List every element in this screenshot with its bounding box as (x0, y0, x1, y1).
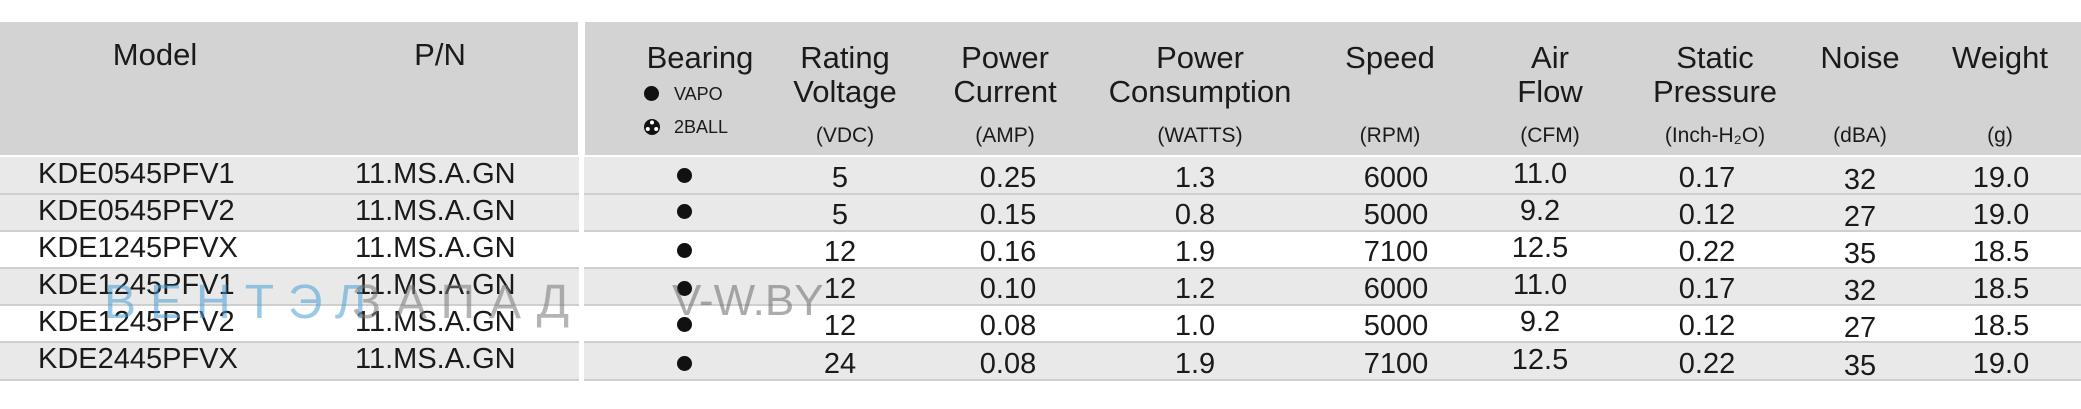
cell-noise: 27 (1843, 201, 1877, 233)
cell-pn: 11.MS.A.GN (355, 232, 516, 264)
cell-pn: 11.MS.A.GN (355, 269, 516, 301)
header-rating-voltage: Rating Voltage (VDC) (793, 40, 897, 148)
cell-airflow: 12.5 (1511, 232, 1569, 264)
row-divider (0, 230, 2081, 232)
row-divider (0, 193, 2081, 195)
cell-speed: 5000 (1363, 310, 1429, 342)
row-divider (0, 341, 2081, 343)
cell-voltage: 12 (823, 236, 857, 268)
cell-weight: 19.0 (1972, 199, 2030, 231)
cell-model: KDE2445PFVX (38, 343, 238, 375)
header-power-current: Power Current (AMP) (953, 40, 1057, 148)
watermark-url: V-W.BY (672, 276, 824, 325)
vapo-bearing-icon (677, 317, 692, 332)
cell-model: KDE0545PFV1 (38, 158, 235, 190)
cell-noise: 32 (1843, 164, 1877, 196)
cell-model: KDE0545PFV2 (38, 195, 235, 227)
cell-pn: 11.MS.A.GN (355, 158, 516, 190)
row-divider (0, 267, 2081, 269)
cell-voltage: 5 (831, 199, 849, 231)
cell-pn: 11.MS.A.GN (355, 343, 516, 375)
vapo-bearing-icon (677, 168, 692, 183)
cell-airflow: 11.0 (1512, 269, 1568, 301)
cell-pressure: 0.22 (1678, 236, 1736, 268)
header-left-panel (0, 22, 578, 155)
cell-current: 0.16 (979, 236, 1037, 268)
cell-speed: 7100 (1363, 236, 1429, 268)
vapo-bearing-icon (677, 281, 692, 296)
cell-airflow: 9.2 (1519, 306, 1561, 338)
cell-model: KDE1245PFV2 (38, 306, 235, 338)
cell-power: 0.8 (1174, 199, 1216, 231)
header-static-pressure: Static Pressure (Inch-H₂O) (1652, 40, 1778, 148)
cell-speed: 6000 (1363, 162, 1429, 194)
header-power-consumption: Power Consumption (WATTS) (1108, 40, 1292, 148)
header-model: Model (112, 37, 198, 72)
header-pn: P/N (414, 37, 466, 72)
cell-current: 0.25 (979, 162, 1037, 194)
cell-current: 0.08 (979, 310, 1037, 342)
table-row (0, 231, 2081, 268)
cell-weight: 18.5 (1972, 310, 2030, 342)
cell-weight: 18.5 (1972, 273, 2030, 305)
cell-speed: 5000 (1363, 199, 1429, 231)
cell-voltage: 24 (823, 348, 857, 380)
cell-noise: 27 (1843, 312, 1877, 344)
header-air-flow: Air Flow (CFM) (1517, 40, 1583, 148)
row-divider (0, 304, 2081, 306)
cell-model: KDE1245PFV1 (38, 269, 235, 301)
cell-power: 1.2 (1174, 273, 1216, 305)
cell-power: 1.9 (1174, 348, 1216, 380)
watermark-brand-part2: ЗАПАД (352, 276, 584, 329)
cell-noise: 32 (1843, 275, 1877, 307)
cell-speed: 7100 (1363, 348, 1429, 380)
cell-airflow: 9.2 (1519, 195, 1561, 227)
header-bearing: Bearing (646, 40, 754, 75)
cell-pressure: 0.17 (1678, 162, 1736, 194)
cell-pressure: 0.12 (1678, 199, 1736, 231)
vapo-bearing-icon (677, 204, 692, 219)
cell-voltage: 12 (823, 310, 857, 342)
cell-airflow: 12.5 (1511, 344, 1569, 376)
header-weight: Weight (g) (1952, 40, 2048, 148)
vapo-bearing-icon (677, 243, 692, 258)
cell-pn: 11.MS.A.GN (355, 195, 516, 227)
table-row (0, 194, 2081, 231)
cell-pressure: 0.17 (1678, 273, 1736, 305)
cell-current: 0.15 (979, 199, 1037, 231)
cell-airflow: 11.0 (1512, 158, 1568, 190)
cell-pn: 11.MS.A.GN (355, 306, 516, 338)
bearing-legend-vapo: VAPO (644, 84, 774, 108)
column-group-divider (579, 22, 584, 382)
cell-noise: 35 (1843, 350, 1877, 382)
table-row (0, 157, 2081, 194)
filled-circle-icon (644, 86, 659, 101)
table-row (0, 305, 2081, 342)
cell-voltage: 12 (823, 273, 857, 305)
cell-power: 1.3 (1174, 162, 1216, 194)
cell-weight: 19.0 (1972, 348, 2030, 380)
watermark-brand-part1: ВЕНТЭЛ (104, 276, 381, 329)
cell-weight: 19.0 (1972, 162, 2030, 194)
cell-weight: 18.5 (1972, 236, 2030, 268)
cell-power: 1.0 (1174, 310, 1216, 342)
cell-power: 1.9 (1174, 236, 1216, 268)
cell-noise: 35 (1843, 238, 1877, 270)
cell-pressure: 0.12 (1678, 310, 1736, 342)
cell-speed: 6000 (1363, 273, 1429, 305)
cell-current: 0.10 (979, 273, 1037, 305)
cell-model: KDE1245PFVX (38, 232, 238, 264)
cell-pressure: 0.22 (1678, 348, 1736, 380)
table-row (0, 268, 2081, 305)
header-right-panel (585, 22, 2081, 155)
header-noise: Noise (dBA) (1820, 40, 1900, 148)
ball-bearing-icon (644, 119, 660, 135)
cell-current: 0.08 (979, 348, 1037, 380)
row-divider (0, 379, 2081, 381)
cell-voltage: 5 (831, 162, 849, 194)
vapo-bearing-icon (677, 356, 692, 371)
header-speed: Speed (RPM) (1345, 40, 1435, 148)
table-row (0, 342, 2081, 379)
bearing-legend-2ball: 2BALL (644, 117, 774, 141)
